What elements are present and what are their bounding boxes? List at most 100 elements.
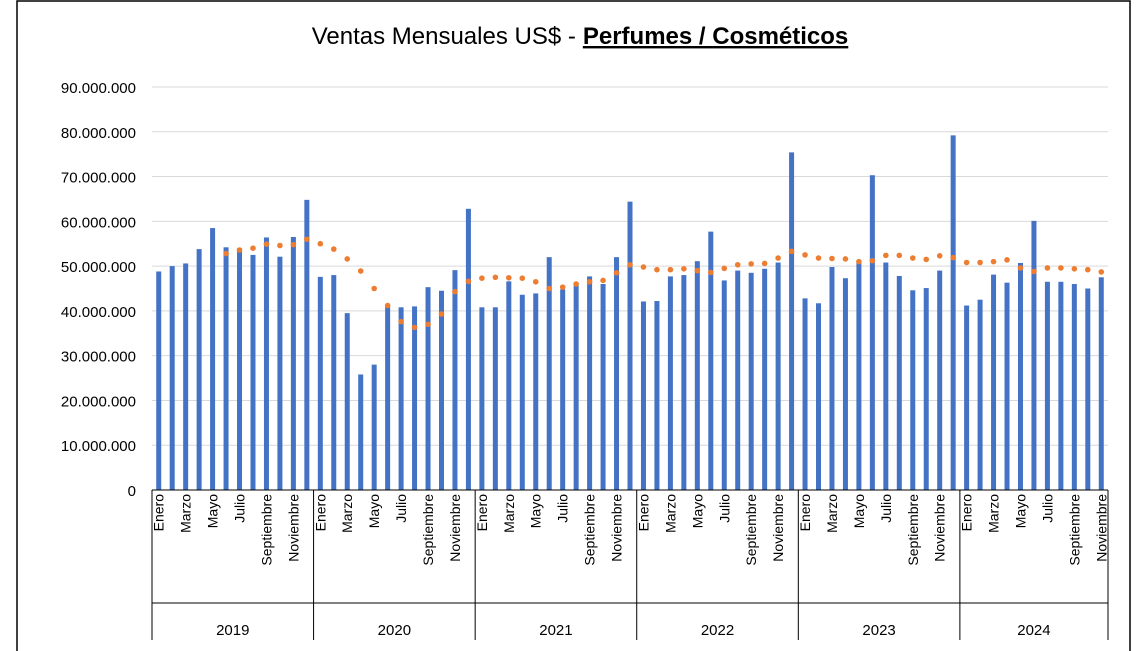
trend-dot (707, 269, 714, 276)
trend-dot (923, 256, 930, 263)
trend-dot (425, 321, 431, 328)
x-tick-label: Julio (716, 494, 732, 523)
bar (412, 306, 418, 490)
trend-dot (236, 247, 243, 253)
bar (156, 271, 162, 490)
trend-dot (896, 252, 903, 259)
trend-dot (330, 246, 337, 252)
trend-dot (667, 266, 674, 273)
bar (1085, 288, 1091, 490)
trend-dot (546, 285, 553, 292)
x-tick-label: Julio (1039, 494, 1055, 523)
bar (842, 278, 848, 490)
trend-dot (586, 278, 593, 285)
bar (290, 237, 296, 490)
bar (519, 294, 525, 490)
title-emphasis: Perfumes / Cosméticos (583, 23, 848, 50)
x-tick-label: Mayo (851, 494, 867, 528)
trend-dot (640, 264, 647, 270)
y-tick-label: 0 (128, 483, 136, 500)
x-tick-label: Mayo (689, 494, 705, 528)
x-tick-label: Septiembre (1066, 494, 1082, 566)
trend-dot (506, 274, 512, 281)
bar (546, 257, 552, 490)
bar (169, 266, 175, 490)
x-tick-label: Septiembre (905, 494, 921, 566)
bar (923, 288, 929, 490)
bar (977, 299, 983, 490)
bar (385, 306, 391, 490)
trend-dot (694, 267, 701, 274)
trend-dot (734, 261, 741, 268)
bar (492, 307, 498, 490)
x-tick-label: Septiembre (420, 494, 436, 566)
trend-dot (492, 274, 499, 281)
bar (331, 275, 337, 490)
bar (775, 262, 781, 490)
year-label: 2023 (862, 622, 895, 639)
bar (398, 307, 404, 490)
trend-dot (479, 275, 485, 282)
x-tick-label: Marzo (986, 494, 1002, 533)
trend-dot (883, 252, 889, 259)
bar (223, 247, 229, 490)
trend-dot (869, 257, 876, 264)
year-label: 2019 (216, 622, 249, 639)
trend-dot (1098, 269, 1105, 275)
bar (573, 285, 579, 490)
y-tick-label: 90.000.000 (61, 80, 136, 97)
bar (600, 284, 606, 490)
x-tick-label: Enero (474, 494, 490, 532)
bar (263, 237, 269, 490)
trend-dot (452, 288, 458, 295)
y-tick-label: 70.000.000 (61, 170, 136, 187)
bar (1031, 220, 1037, 490)
trend-dot (936, 253, 943, 259)
bar (883, 262, 889, 490)
trend-dot (559, 284, 566, 290)
x-tick-label: Mayo (205, 494, 221, 528)
bar (465, 208, 471, 490)
y-tick-label: 60.000.000 (61, 214, 136, 231)
trend-dot (829, 255, 835, 262)
trend-dot (990, 258, 997, 265)
year-label: 2022 (701, 622, 734, 639)
year-label: 2021 (539, 622, 572, 639)
bar (304, 199, 310, 490)
trend-dot (1058, 265, 1064, 271)
bar (425, 287, 431, 490)
bar (721, 280, 727, 490)
x-tick-label: Enero (797, 494, 813, 532)
bar (237, 248, 243, 490)
y-tick-label: 80.000.000 (61, 125, 136, 142)
trend-dot (438, 311, 445, 317)
trend-dot (654, 266, 660, 273)
title-text: Ventas Mensuales US$ - (312, 23, 576, 50)
x-tick-label: Noviembre (447, 494, 463, 562)
bar (196, 249, 202, 490)
bar (896, 275, 902, 490)
trend-dot (856, 258, 862, 265)
trend-dot (613, 270, 620, 276)
bar (560, 289, 566, 490)
bar (964, 305, 970, 490)
trend-dot (600, 277, 606, 284)
bar (950, 135, 956, 491)
chart-title: Ventas Mensuales US$ - Perfumes / Cosméti… (312, 23, 849, 50)
trend-dot (304, 236, 310, 243)
trend-dot (573, 281, 579, 287)
x-tick-label: Septiembre (258, 494, 274, 566)
trend-dot (532, 278, 539, 285)
y-tick-label: 50.000.000 (61, 259, 136, 276)
trend-dot (761, 260, 768, 267)
bar (371, 364, 377, 490)
trend-dot (1017, 265, 1024, 271)
y-tick-label: 30.000.000 (61, 349, 136, 366)
bar (614, 257, 620, 490)
bar (358, 374, 364, 490)
x-tick-label: Mayo (528, 494, 544, 528)
bar (1098, 277, 1104, 490)
trend-dot (1044, 265, 1051, 271)
trend-dot (398, 318, 404, 325)
trend-dot (1004, 257, 1010, 263)
